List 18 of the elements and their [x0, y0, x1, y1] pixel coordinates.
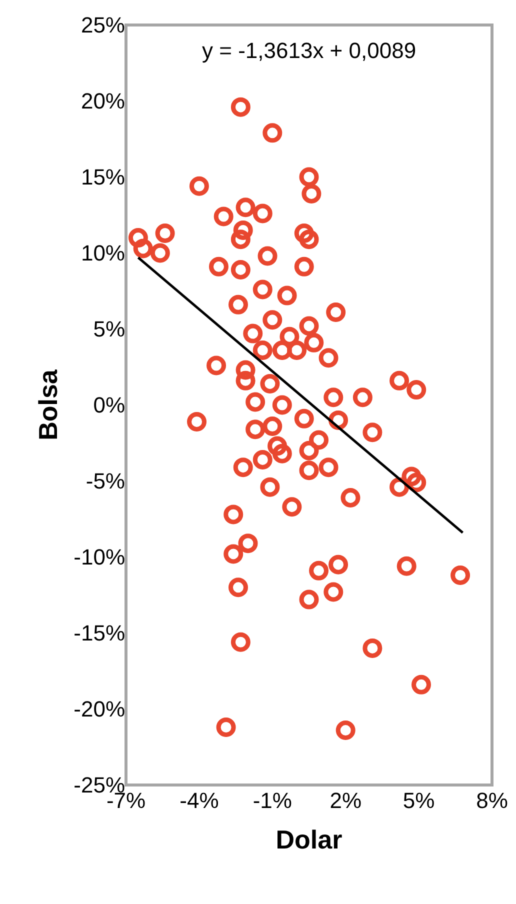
y-tick-label: 10%	[80, 240, 125, 266]
y-tick-label: 15%	[80, 164, 125, 190]
y-tick-label: 0%	[93, 392, 125, 418]
y-tick-label: 25%	[80, 12, 125, 38]
x-tick-label: 8%	[476, 788, 508, 813]
x-tick-label: 2%	[330, 788, 362, 813]
y-tick-label: -15%	[74, 620, 125, 646]
y-tick-label: -10%	[74, 544, 125, 570]
y-tick-label: -20%	[74, 696, 125, 722]
x-tick-label: -1%	[252, 788, 292, 813]
y-tick-label: 5%	[93, 316, 125, 342]
y-tick-label: 20%	[80, 88, 125, 114]
x-axis-title: Dolar	[276, 824, 342, 855]
annotation: y = -1,3613x + 0,0089	[202, 38, 416, 63]
y-tick-label: -5%	[86, 468, 125, 494]
y-axis-title: Bolsa	[33, 369, 64, 440]
x-tick-label: 5%	[402, 788, 435, 813]
x-tick-label: -4%	[180, 788, 219, 813]
